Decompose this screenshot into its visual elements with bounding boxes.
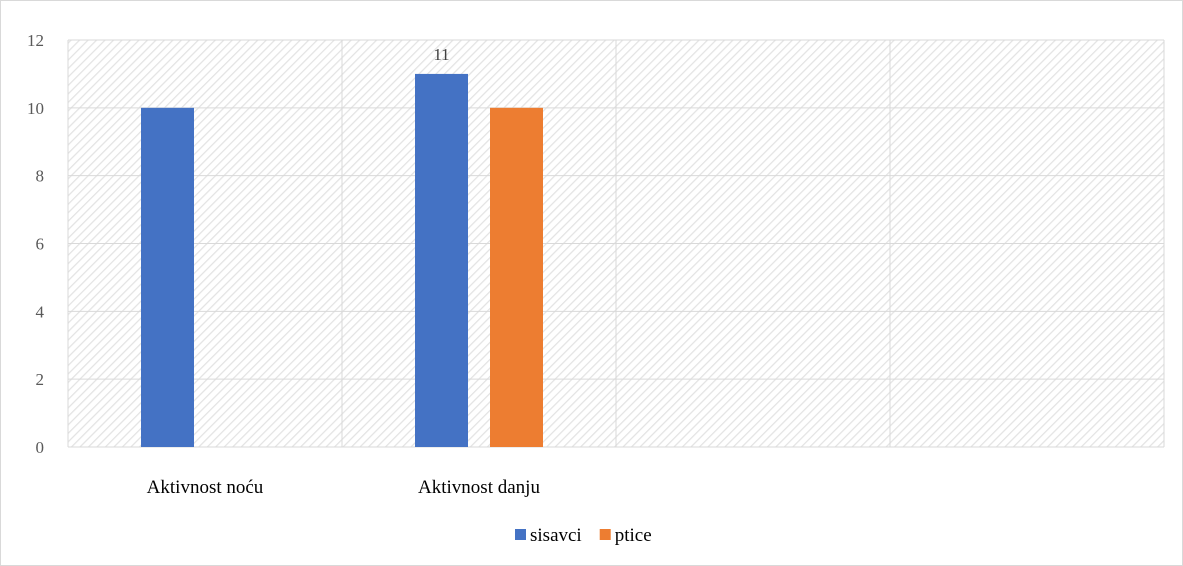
legend: sisavci ptice [515,525,652,546]
y-axis-ticks: 0 2 4 6 8 10 12 [27,31,45,457]
data-labels: 11 [433,45,449,64]
y-tick-label: 12 [27,31,44,50]
y-tick-label: 0 [36,438,45,457]
category-labels: Aktivnost noću Aktivnost danju [147,477,541,498]
legend-label: ptice [615,525,652,546]
bars [141,73,543,448]
y-tick-label: 2 [36,370,45,389]
legend-swatch-ptice [599,529,611,540]
y-tick-label: 6 [36,235,45,254]
category-label: Aktivnost danju [418,477,540,498]
data-label: 11 [433,45,449,64]
category-label: Aktivnost noću [147,477,264,498]
y-tick-label: 10 [27,99,44,118]
legend-label: sisavci [530,525,582,546]
y-tick-label: 8 [36,167,45,186]
legend-swatch-sisavci [515,529,526,540]
bar-sisavci [415,73,468,448]
y-tick-label: 4 [36,302,45,321]
vertical-gridlines [67,40,1165,447]
bar-ptice [490,107,543,447]
bar-sisavci [141,107,194,447]
